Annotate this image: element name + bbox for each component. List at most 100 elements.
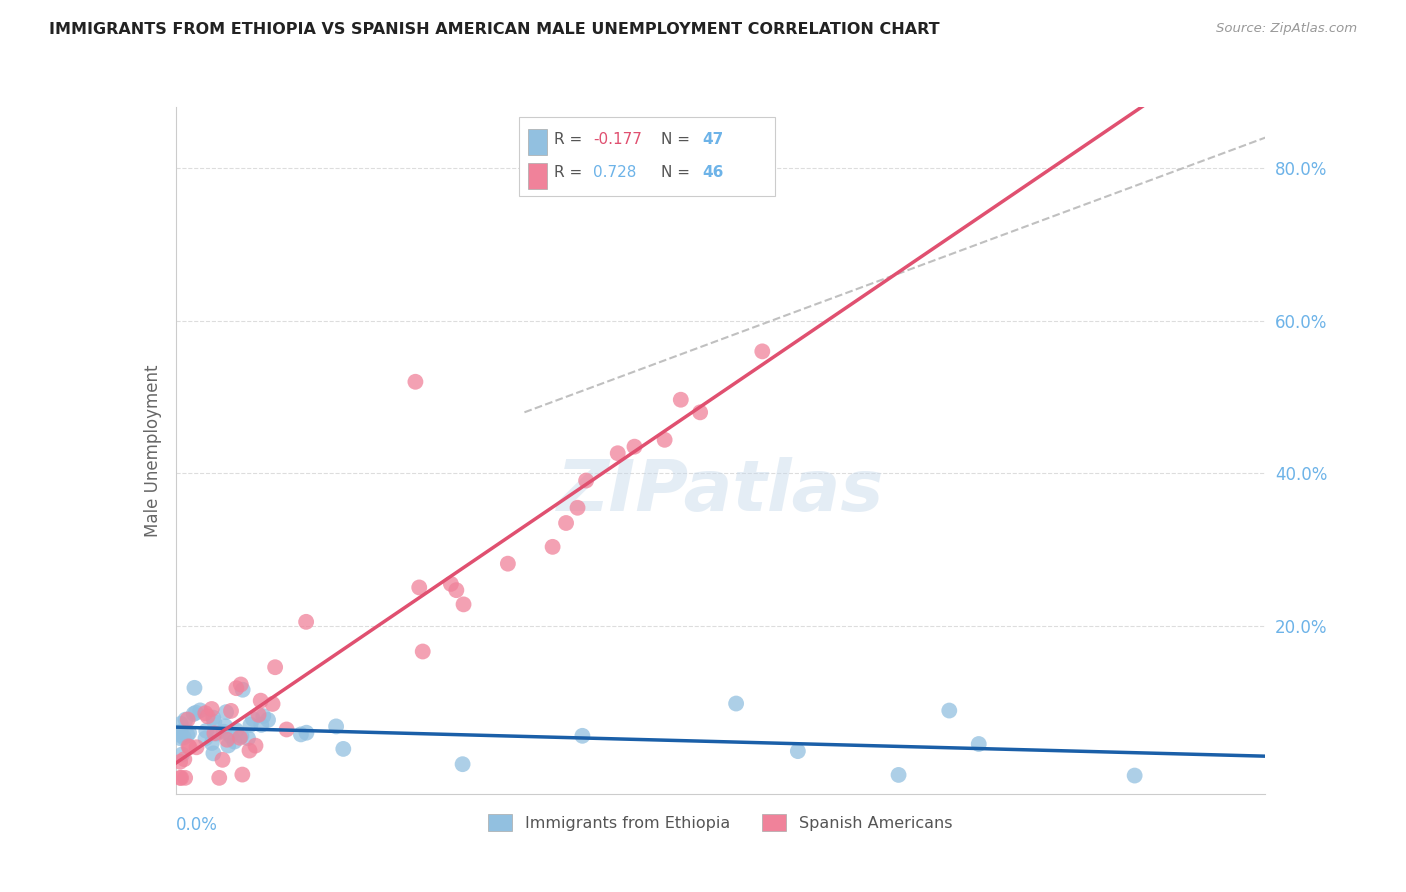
Text: IMMIGRANTS FROM ETHIOPIA VS SPANISH AMERICAN MALE UNEMPLOYMENT CORRELATION CHART: IMMIGRANTS FROM ETHIOPIA VS SPANISH AMER… bbox=[49, 22, 939, 37]
Point bbox=[205, 726, 228, 740]
Point bbox=[295, 615, 318, 629]
Point bbox=[184, 706, 207, 720]
Point bbox=[169, 771, 191, 785]
Point bbox=[967, 737, 990, 751]
Point bbox=[231, 767, 253, 781]
Point bbox=[725, 697, 748, 711]
Point bbox=[249, 694, 271, 708]
Point bbox=[412, 644, 434, 658]
Point bbox=[183, 681, 205, 695]
Point bbox=[332, 742, 354, 756]
Point bbox=[623, 440, 645, 454]
Point bbox=[669, 392, 692, 407]
Point bbox=[938, 704, 960, 718]
Point bbox=[202, 747, 225, 761]
Point bbox=[173, 731, 195, 745]
Text: R =: R = bbox=[554, 132, 586, 147]
Text: R =: R = bbox=[554, 165, 586, 180]
Point bbox=[211, 753, 233, 767]
Point bbox=[440, 577, 463, 591]
Point bbox=[252, 709, 274, 723]
Text: N =: N = bbox=[661, 132, 695, 147]
Point bbox=[295, 725, 318, 739]
Point bbox=[215, 705, 238, 719]
Text: 0.728: 0.728 bbox=[593, 165, 637, 180]
Point bbox=[176, 713, 198, 727]
Text: Source: ZipAtlas.com: Source: ZipAtlas.com bbox=[1216, 22, 1357, 36]
Point bbox=[183, 706, 205, 721]
Point bbox=[245, 739, 267, 753]
Point bbox=[567, 500, 589, 515]
Point bbox=[239, 718, 262, 732]
Point bbox=[786, 744, 808, 758]
Point bbox=[215, 732, 238, 747]
Point bbox=[751, 344, 773, 359]
Point bbox=[188, 703, 211, 717]
Text: 47: 47 bbox=[702, 132, 723, 147]
Text: 0.0%: 0.0% bbox=[176, 816, 218, 834]
Point bbox=[224, 734, 246, 748]
Point bbox=[238, 743, 260, 757]
Point bbox=[247, 707, 270, 722]
Point bbox=[195, 723, 218, 738]
Point bbox=[212, 724, 235, 739]
Point bbox=[202, 726, 225, 740]
Point bbox=[169, 728, 191, 742]
Point bbox=[229, 677, 252, 691]
Y-axis label: Male Unemployment: Male Unemployment bbox=[143, 364, 162, 537]
Point bbox=[169, 731, 191, 746]
Point bbox=[208, 771, 231, 785]
Point bbox=[174, 713, 197, 727]
Point bbox=[408, 581, 430, 595]
Point bbox=[453, 598, 475, 612]
Point bbox=[201, 736, 224, 750]
Point bbox=[201, 702, 224, 716]
Legend: Immigrants from Ethiopia, Spanish Americans: Immigrants from Ethiopia, Spanish Americ… bbox=[482, 808, 959, 838]
Point bbox=[571, 729, 593, 743]
FancyBboxPatch shape bbox=[519, 118, 775, 196]
Point bbox=[242, 712, 264, 726]
Point bbox=[197, 709, 219, 723]
Point bbox=[290, 727, 312, 741]
Point bbox=[179, 740, 201, 755]
Point bbox=[231, 729, 253, 743]
Point bbox=[404, 375, 426, 389]
Point bbox=[689, 405, 711, 419]
Point bbox=[219, 704, 242, 718]
Point bbox=[1123, 768, 1146, 782]
Bar bbox=[527, 163, 547, 189]
Point bbox=[169, 724, 191, 739]
Point bbox=[194, 706, 217, 721]
Point bbox=[496, 557, 519, 571]
Point bbox=[232, 682, 254, 697]
Point bbox=[170, 716, 193, 731]
Point bbox=[219, 729, 242, 743]
Point bbox=[177, 725, 200, 739]
Point bbox=[229, 731, 252, 745]
Point bbox=[214, 719, 236, 733]
Point bbox=[202, 714, 225, 729]
Point bbox=[225, 681, 247, 695]
Point bbox=[236, 731, 259, 746]
Point bbox=[186, 740, 208, 755]
Point bbox=[264, 660, 287, 674]
Point bbox=[202, 711, 225, 725]
Bar bbox=[527, 129, 547, 155]
Point bbox=[575, 474, 598, 488]
Point bbox=[276, 723, 298, 737]
Point bbox=[172, 747, 194, 762]
Point bbox=[606, 446, 628, 460]
Point bbox=[177, 739, 200, 754]
Point bbox=[887, 768, 910, 782]
Text: ZIPatlas: ZIPatlas bbox=[557, 458, 884, 526]
Point bbox=[257, 713, 280, 727]
Point bbox=[169, 755, 191, 769]
Point bbox=[262, 697, 284, 711]
Text: 46: 46 bbox=[702, 165, 724, 180]
Point bbox=[654, 433, 676, 447]
Point bbox=[451, 757, 474, 772]
Point bbox=[217, 739, 239, 753]
Point bbox=[176, 728, 198, 742]
Point bbox=[446, 583, 468, 598]
Point bbox=[194, 731, 217, 746]
